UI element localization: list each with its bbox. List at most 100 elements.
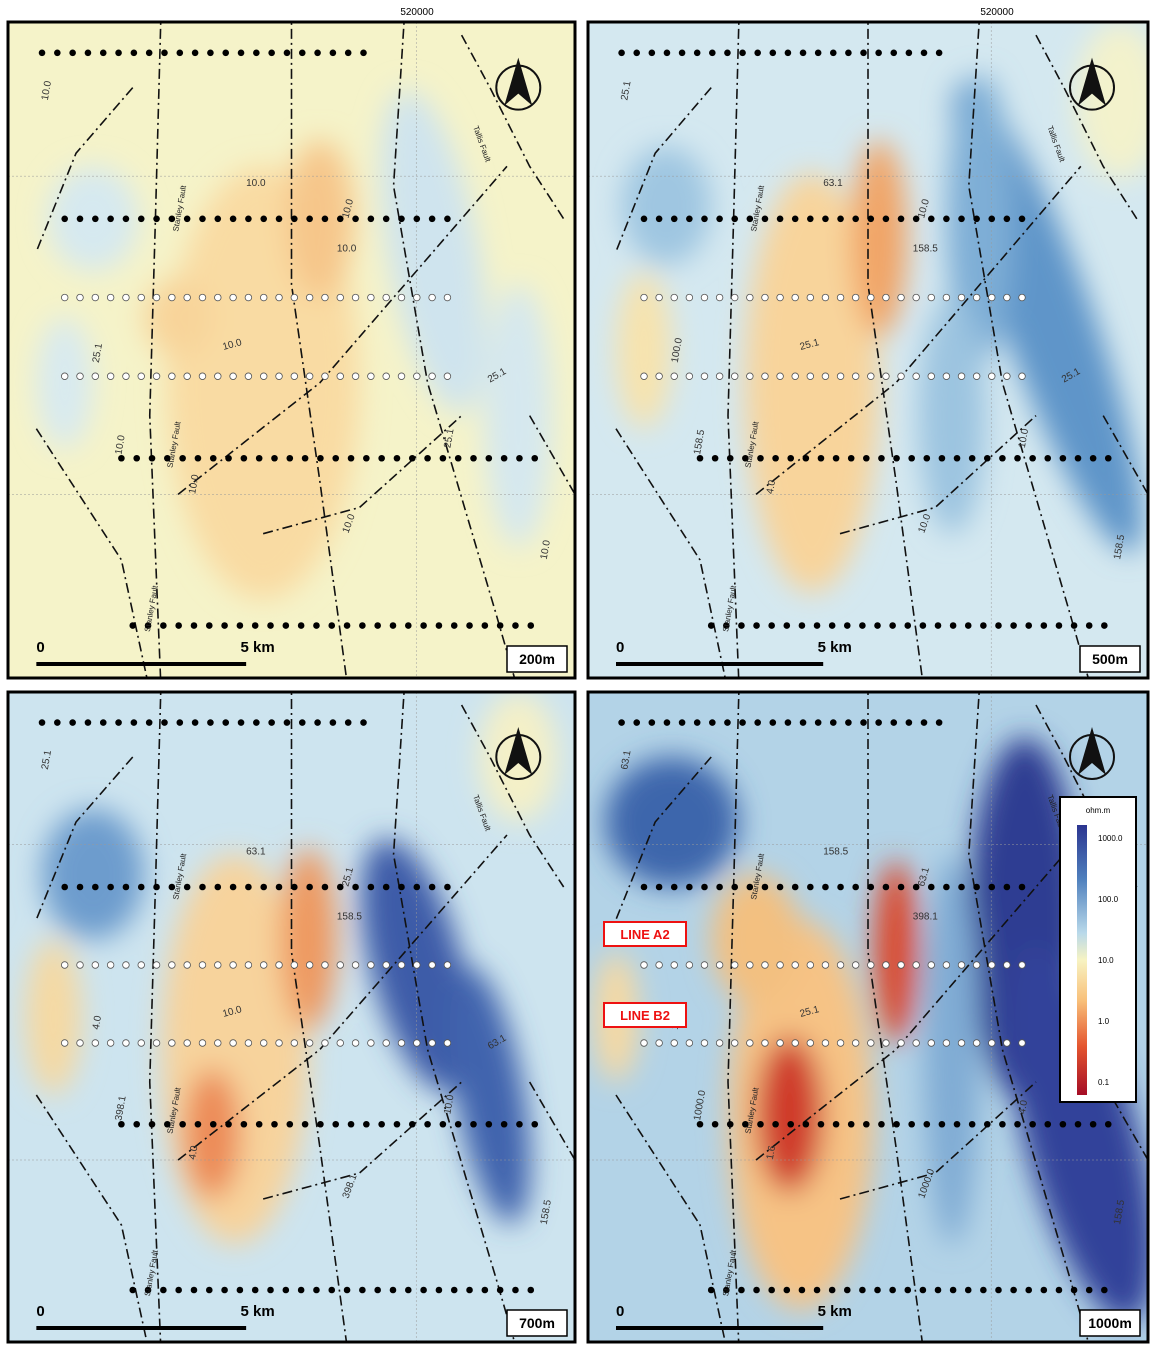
station	[913, 1040, 920, 1047]
station	[322, 884, 329, 891]
resistivity-zone	[484, 284, 552, 546]
station	[679, 50, 686, 57]
station	[859, 622, 866, 629]
station	[420, 622, 427, 629]
station	[359, 1287, 366, 1294]
station	[531, 1121, 538, 1128]
station	[527, 1287, 534, 1294]
station	[863, 1121, 870, 1128]
station	[199, 216, 206, 223]
station	[199, 294, 206, 301]
resistivity-zone	[280, 848, 337, 1030]
line-label: LINE B2	[620, 1008, 670, 1023]
station	[146, 50, 153, 57]
station	[686, 216, 693, 223]
station	[898, 884, 905, 891]
station	[161, 50, 168, 57]
station	[271, 455, 278, 462]
station	[777, 1040, 784, 1047]
station	[92, 962, 99, 969]
station	[352, 216, 359, 223]
station	[332, 455, 339, 462]
station	[701, 216, 708, 223]
station	[455, 455, 462, 462]
station	[1019, 884, 1026, 891]
station	[814, 1287, 821, 1294]
station	[77, 884, 84, 891]
station	[199, 373, 206, 380]
station	[92, 216, 99, 223]
station	[260, 884, 267, 891]
station	[214, 1040, 221, 1047]
station	[868, 962, 875, 969]
station	[1019, 1040, 1026, 1047]
station	[753, 1287, 760, 1294]
station	[85, 719, 92, 726]
legend-tick-label: 1000.0	[1098, 834, 1123, 843]
station	[898, 373, 905, 380]
resistivity-zone	[144, 278, 212, 357]
station	[352, 1040, 359, 1047]
station	[1019, 373, 1026, 380]
station	[943, 884, 950, 891]
station	[179, 455, 186, 462]
station	[39, 50, 46, 57]
station	[792, 216, 799, 223]
resistivity-zone	[42, 809, 144, 939]
station	[149, 1121, 156, 1128]
resistivity-zone	[851, 140, 907, 337]
station	[701, 1040, 708, 1047]
station	[383, 962, 390, 969]
station	[762, 373, 769, 380]
station	[860, 50, 867, 57]
legend-unit: ohm.m	[1086, 806, 1111, 815]
station	[306, 884, 313, 891]
station	[69, 50, 76, 57]
station	[317, 1121, 324, 1128]
station	[829, 1287, 836, 1294]
station	[1019, 216, 1026, 223]
station	[924, 1121, 931, 1128]
station	[792, 962, 799, 969]
station	[61, 884, 68, 891]
station	[920, 622, 927, 629]
station	[943, 1040, 950, 1047]
legend-tick-label: 1.0	[1098, 1017, 1110, 1026]
depth-label: 1000m	[1088, 1315, 1132, 1331]
station	[807, 962, 814, 969]
station	[107, 216, 114, 223]
station	[291, 216, 298, 223]
station	[844, 622, 851, 629]
station	[374, 622, 381, 629]
station	[913, 294, 920, 301]
station	[330, 719, 337, 726]
station	[527, 622, 534, 629]
station	[906, 50, 913, 57]
station	[516, 1121, 523, 1128]
station	[444, 962, 451, 969]
station	[129, 622, 136, 629]
station	[298, 1287, 305, 1294]
station	[368, 294, 375, 301]
station	[898, 216, 905, 223]
resistivity-zone	[918, 298, 985, 534]
station	[138, 1040, 145, 1047]
station	[852, 1040, 859, 1047]
station	[1010, 1287, 1017, 1294]
station	[904, 622, 911, 629]
station	[868, 1040, 875, 1047]
station	[921, 719, 928, 726]
legend-colorbar	[1077, 825, 1087, 1095]
scale-start: 0	[616, 1303, 624, 1320]
station	[747, 962, 754, 969]
station	[807, 1040, 814, 1047]
map-panel: 10.010.010.010.025.110.010.025.125.110.0…	[8, 9, 575, 691]
station	[276, 373, 283, 380]
station	[799, 622, 806, 629]
scale-end: 5 km	[818, 639, 852, 656]
station	[317, 455, 324, 462]
station	[928, 294, 935, 301]
station	[383, 373, 390, 380]
station	[332, 1121, 339, 1128]
station	[686, 962, 693, 969]
